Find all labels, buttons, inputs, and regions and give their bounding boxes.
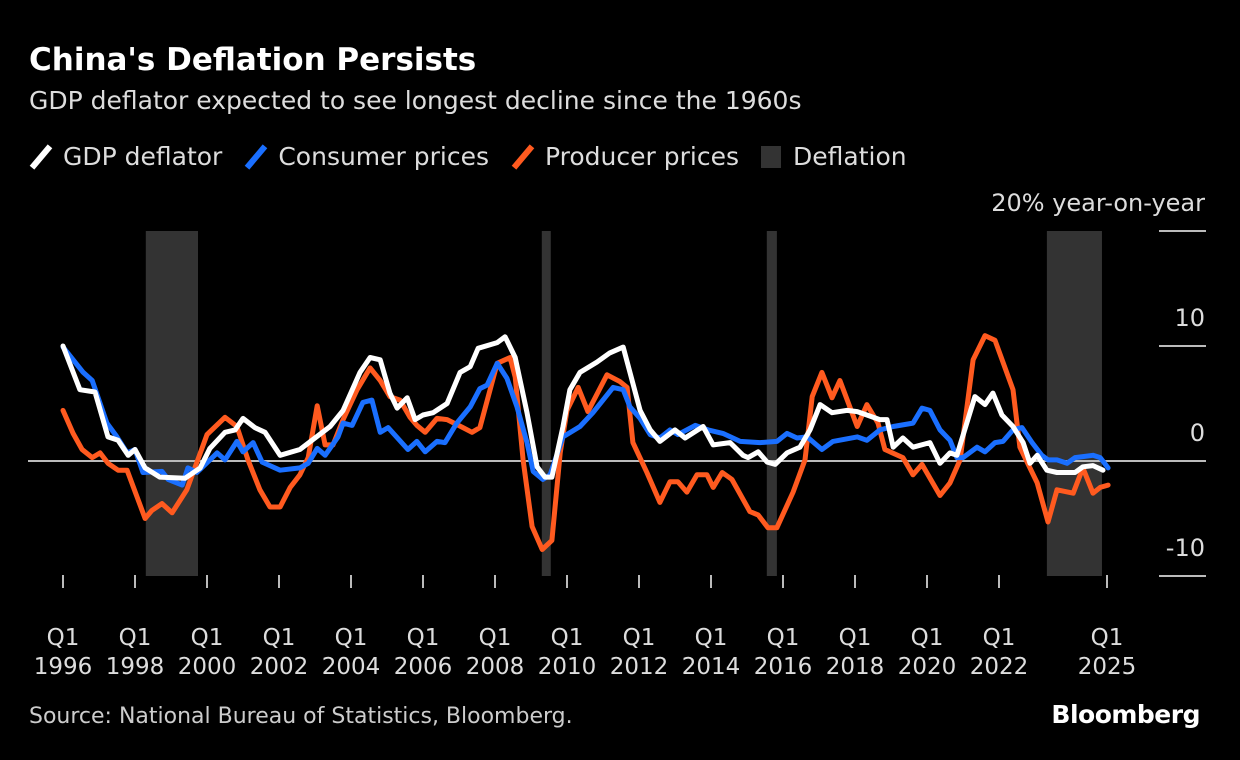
x-tick-label-year: 2018 [826,654,885,680]
source-note: Source: National Bureau of Statistics, B… [29,704,573,729]
legend-item-producer-prices: Producer prices [511,142,739,171]
x-tick-label-quarter: Q1 [191,625,224,651]
legend-swatch-grey-box-icon [761,145,781,168]
x-tick-label-year: 2012 [610,654,669,680]
series-line [60,333,1111,552]
x-tick-label-quarter: Q1 [911,625,944,651]
x-tick-label-quarter: Q1 [623,625,656,651]
x-tick-label-quarter: Q1 [119,625,152,651]
x-tick-label-year: 1996 [34,654,93,680]
x-tick-label-quarter: Q1 [839,625,872,651]
x-tick-label-quarter: Q1 [695,625,728,651]
x-tick-label-year: 2010 [538,654,597,680]
x-tick-label-year: 2020 [898,654,957,680]
x-tick-label-quarter: Q1 [983,625,1016,651]
x-tick-label-quarter: Q1 [47,625,80,651]
x-tick-label-year: 2025 [1078,654,1137,680]
x-tick-label-year: 2016 [754,654,813,680]
x-tick-label-quarter: Q1 [263,625,296,651]
x-tick-label-quarter: Q1 [407,625,440,651]
y-tick-label: -10 [1166,534,1205,562]
deflation-band [145,231,198,576]
deflation-band [766,231,777,576]
y-tick-label: 0 [1190,419,1205,447]
deflation-band [541,231,551,576]
x-tick-label-quarter: Q1 [551,625,584,651]
legend: GDP deflator Consumer prices Producer pr… [29,142,929,171]
legend-item-consumer-prices: Consumer prices [244,142,489,171]
x-tick-label-year: 2004 [322,654,381,680]
legend-label: Producer prices [545,142,739,171]
x-tick-label-year: 2002 [250,654,309,680]
y-tick-label: 10 [1174,304,1205,332]
x-tick-label-year: 1998 [106,654,165,680]
series-gdp-deflator [60,334,1106,481]
legend-item-deflation: Deflation [761,142,907,171]
bloomberg-logo: Bloomberg [1051,700,1200,729]
x-tick-label-year: 2022 [970,654,1029,680]
legend-item-gdp-deflator: GDP deflator [29,142,222,171]
x-tick-label-year: 2000 [178,654,237,680]
x-tick-label-quarter: Q1 [767,625,800,651]
legend-label: Deflation [793,142,907,171]
legend-label: Consumer prices [278,142,490,171]
x-tick-label-year: 2006 [394,654,453,680]
x-tick-label-quarter: Q1 [335,625,368,651]
chart-subtitle: GDP deflator expected to see longest dec… [29,86,802,115]
y-tick-label: 20% year-on-year [991,189,1205,217]
chart-title: China's Deflation Persists [29,42,477,78]
x-tick-label-quarter: Q1 [479,625,512,651]
x-tick-label-year: 2014 [682,654,741,680]
x-tick-label-quarter: Q1 [1091,625,1124,651]
deflation-band [1046,231,1102,576]
legend-label: GDP deflator [63,142,223,171]
x-tick-label-year: 2008 [466,654,525,680]
